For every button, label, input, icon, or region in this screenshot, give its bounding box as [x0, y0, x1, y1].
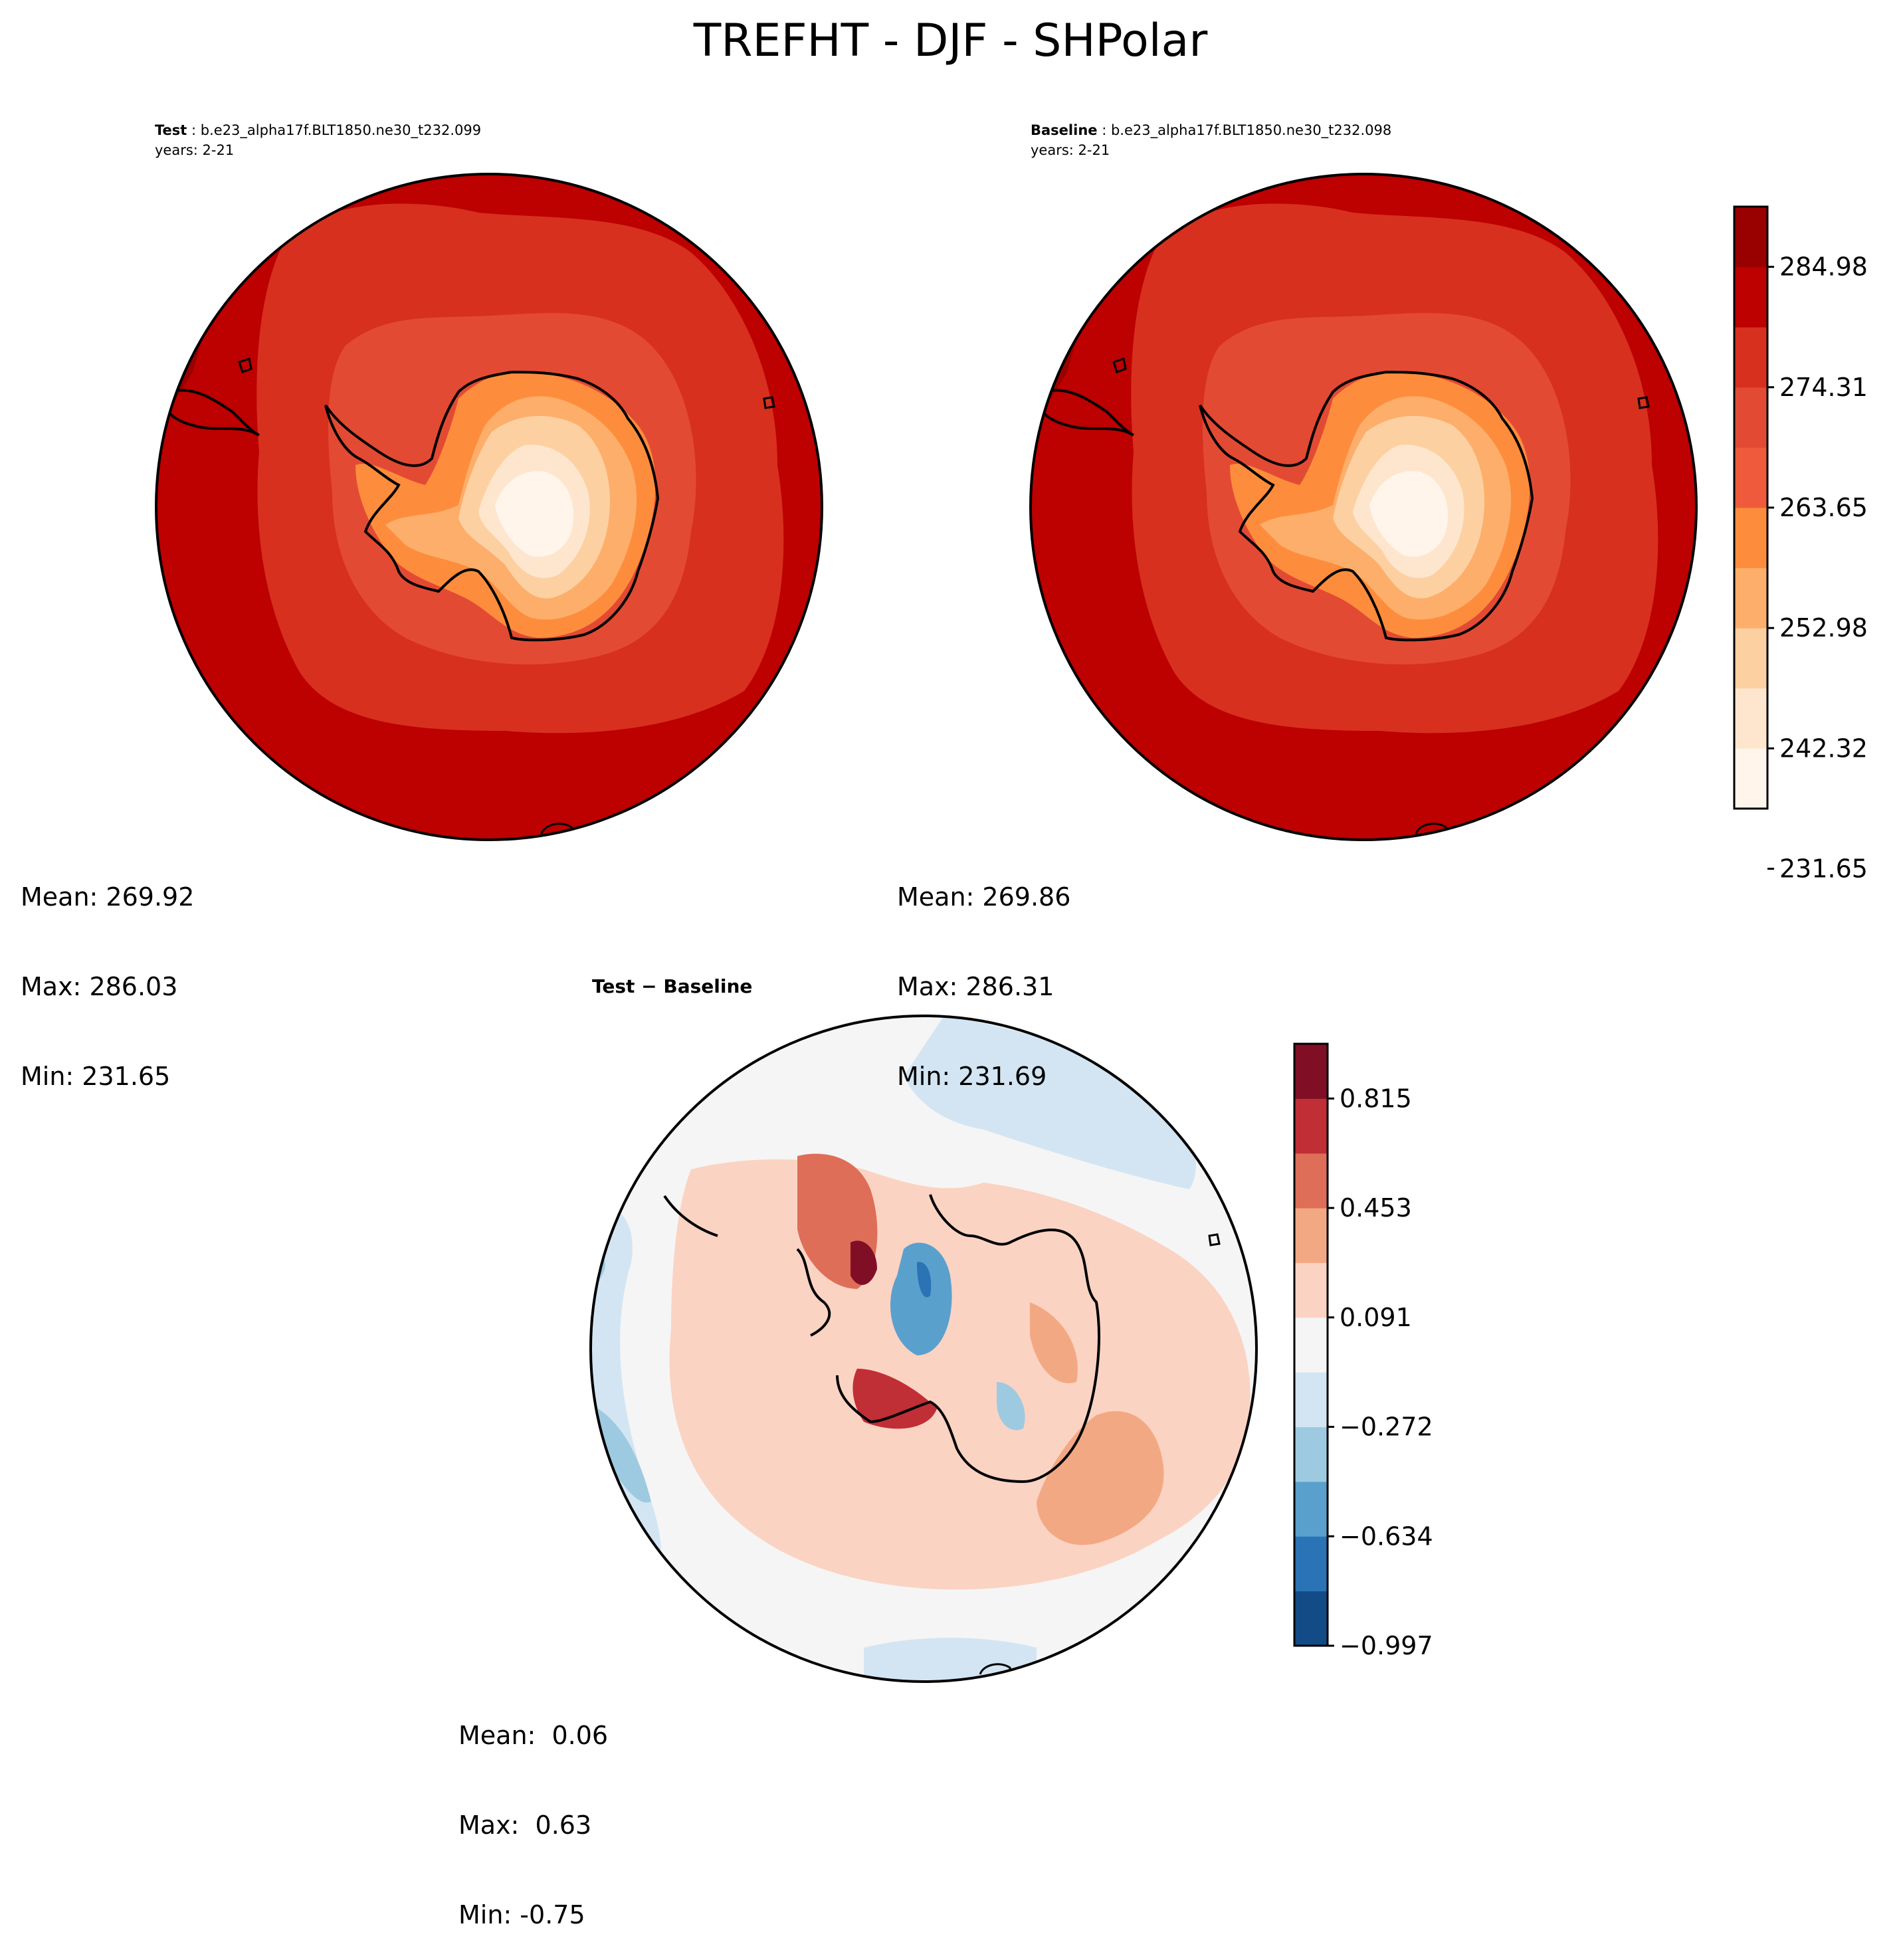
diff-island-south — [979, 1663, 1013, 1682]
diff-colorbar: 0.815 0.453 0.091 −0.272 −0.634 −0.997 — [1293, 1042, 1433, 1660]
baseline-coastline — [1199, 370, 1534, 642]
diff-neg-north — [904, 1017, 1196, 1189]
main-colorbar-cell — [1734, 628, 1767, 689]
baseline-stat-max: Max: 286.31 — [897, 972, 1054, 1001]
diff-colorbar-cell — [1294, 1262, 1328, 1318]
diff-neg-inner-east — [997, 1382, 1025, 1430]
diff-colorbar-cell — [1294, 1098, 1328, 1154]
test-map-boundary — [155, 173, 823, 841]
main-colorbar-cell — [1734, 748, 1767, 809]
test-label: Test — [155, 122, 187, 138]
diff-stat-min: Min: -0.75 — [458, 1900, 585, 1929]
test-island-east — [763, 396, 775, 409]
main-colorbar-cell — [1734, 567, 1767, 629]
diff-island-east — [1208, 1233, 1221, 1246]
baseline-south-america-coast — [1039, 389, 1134, 437]
test-years: years: 2-21 — [155, 142, 235, 158]
diff-colorbar-ticks: 0.815 0.453 0.091 −0.272 −0.634 −0.997 — [1328, 1084, 1433, 1660]
diff-colorbar-cell — [1294, 1372, 1328, 1428]
main-colorbar-tick-label: 284.98 — [1779, 252, 1868, 282]
baseline-stats: Mean: 269.86 Max: 286.31 Min: 231.69 — [897, 823, 1070, 1122]
main-colorbar-cell — [1734, 447, 1767, 508]
test-case-name: b.e23_alpha17f.BLT1850.ne30_t232.099 — [200, 122, 482, 138]
diff-colorbar-tick-label: −0.272 — [1340, 1413, 1433, 1442]
test-band-9 — [495, 471, 574, 557]
baseline-stat-mean: Mean: 269.86 — [897, 882, 1071, 912]
diff-colorbar-tick-label: 0.091 — [1340, 1303, 1412, 1332]
diff-neg-center-strong — [917, 1262, 932, 1298]
main-colorbar-tick-label: 274.31 — [1779, 373, 1868, 402]
diff-colorbar-cell — [1294, 1153, 1328, 1209]
diff-colorbar-cell — [1294, 1481, 1328, 1537]
diff-pos-upper-max — [850, 1240, 877, 1285]
main-colorbar-cell — [1734, 508, 1767, 569]
test-island — [238, 357, 252, 373]
baseline-stat-min: Min: 231.69 — [897, 1062, 1047, 1091]
diff-colorbar-tick-label: −0.997 — [1340, 1631, 1433, 1660]
diff-stat-max: Max: 0.63 — [458, 1811, 592, 1840]
main-colorbar-cell — [1734, 207, 1767, 268]
diff-colorbar-cell — [1294, 1317, 1328, 1373]
diff-neg-west-strong-2 — [598, 1409, 651, 1503]
baseline-band-9 — [1369, 471, 1449, 557]
test-stat-min: Min: 231.65 — [21, 1062, 171, 1091]
main-colorbar-cell — [1734, 327, 1767, 388]
diff-south-america-coast — [663, 1195, 718, 1237]
diff-pos-lower-mid — [852, 1369, 937, 1429]
diff-colorbar-tick-label: 0.453 — [1340, 1193, 1412, 1223]
diff-colorbar-cells — [1294, 1044, 1328, 1646]
baseline-island — [1112, 357, 1127, 373]
diff-colorbar-tick-label: −0.634 — [1340, 1521, 1433, 1551]
test-subtitle: Test : b.e23_alpha17f.BLT1850.ne30_t232.… — [155, 120, 481, 160]
test-south-america-coast — [164, 389, 260, 437]
figure-title: TREFHT - DJF - SHPolar — [693, 15, 1208, 67]
main-colorbar-cells — [1734, 207, 1767, 809]
main-colorbar-cell — [1734, 387, 1767, 448]
main-colorbar-tick-label: 242.32 — [1779, 734, 1868, 763]
diff-stats: Mean: 0.06 Max: 0.63 Min: -0.75 — [458, 1661, 608, 1960]
diff-pos-southeast — [1037, 1411, 1164, 1545]
baseline-years: years: 2-21 — [1031, 142, 1110, 158]
diff-colorbar-tick-label: 0.815 — [1340, 1084, 1412, 1113]
test-island-south — [540, 823, 574, 840]
diff-map — [589, 1015, 1258, 1683]
test-map — [155, 173, 823, 841]
diff-colorbar-cell — [1294, 1591, 1328, 1646]
diff-colorbar-cell — [1294, 1426, 1328, 1482]
diff-map-boundary — [589, 1015, 1258, 1683]
diff-pos-east — [1030, 1302, 1078, 1383]
test-coastline — [324, 370, 660, 642]
diff-colorbar-cell — [1294, 1536, 1328, 1592]
main-colorbar-tick-label: 252.98 — [1779, 613, 1868, 642]
diff-stat-mean: Mean: 0.06 — [458, 1721, 609, 1750]
baseline-map-boundary — [1029, 173, 1698, 841]
diff-neg-center — [890, 1242, 952, 1355]
main-colorbar-cell — [1734, 266, 1767, 328]
baseline-island-east — [1637, 396, 1650, 409]
diff-coastline — [836, 1194, 1100, 1484]
main-colorbar-ticks: 284.98 274.31 263.65 252.98 242.32 231.65 — [1767, 252, 1868, 884]
baseline-island-south — [1415, 823, 1449, 840]
baseline-subtitle: Baseline : b.e23_alpha17f.BLT1850.ne30_t… — [1031, 120, 1391, 160]
main-colorbar: 284.98 274.31 263.65 252.98 242.32 231.65 — [1733, 205, 1868, 884]
baseline-map — [1029, 173, 1698, 841]
test-stat-mean: Mean: 269.92 — [21, 882, 195, 912]
diff-peninsula-coast — [796, 1248, 831, 1337]
main-colorbar-cell — [1734, 688, 1767, 749]
baseline-case-name: b.e23_alpha17f.BLT1850.ne30_t232.098 — [1110, 122, 1392, 138]
test-stats: Mean: 269.92 Max: 286.03 Min: 231.65 — [21, 823, 194, 1122]
diff-colorbar-frame — [1293, 1042, 1329, 1647]
diff-colorbar-cell — [1294, 1208, 1328, 1263]
test-stat-max: Max: 286.03 — [21, 972, 178, 1001]
diff-colorbar-cell — [1294, 1044, 1328, 1099]
baseline-label: Baseline — [1031, 122, 1098, 138]
figure-canvas: 284.98 274.31 263.65 252.98 242.32 231.65 — [155, 173, 1868, 1683]
main-colorbar-tick-label: 231.65 — [1779, 854, 1868, 884]
diff-title: Test − Baseline — [592, 975, 753, 997]
main-colorbar-tick-label: 263.65 — [1779, 493, 1868, 522]
